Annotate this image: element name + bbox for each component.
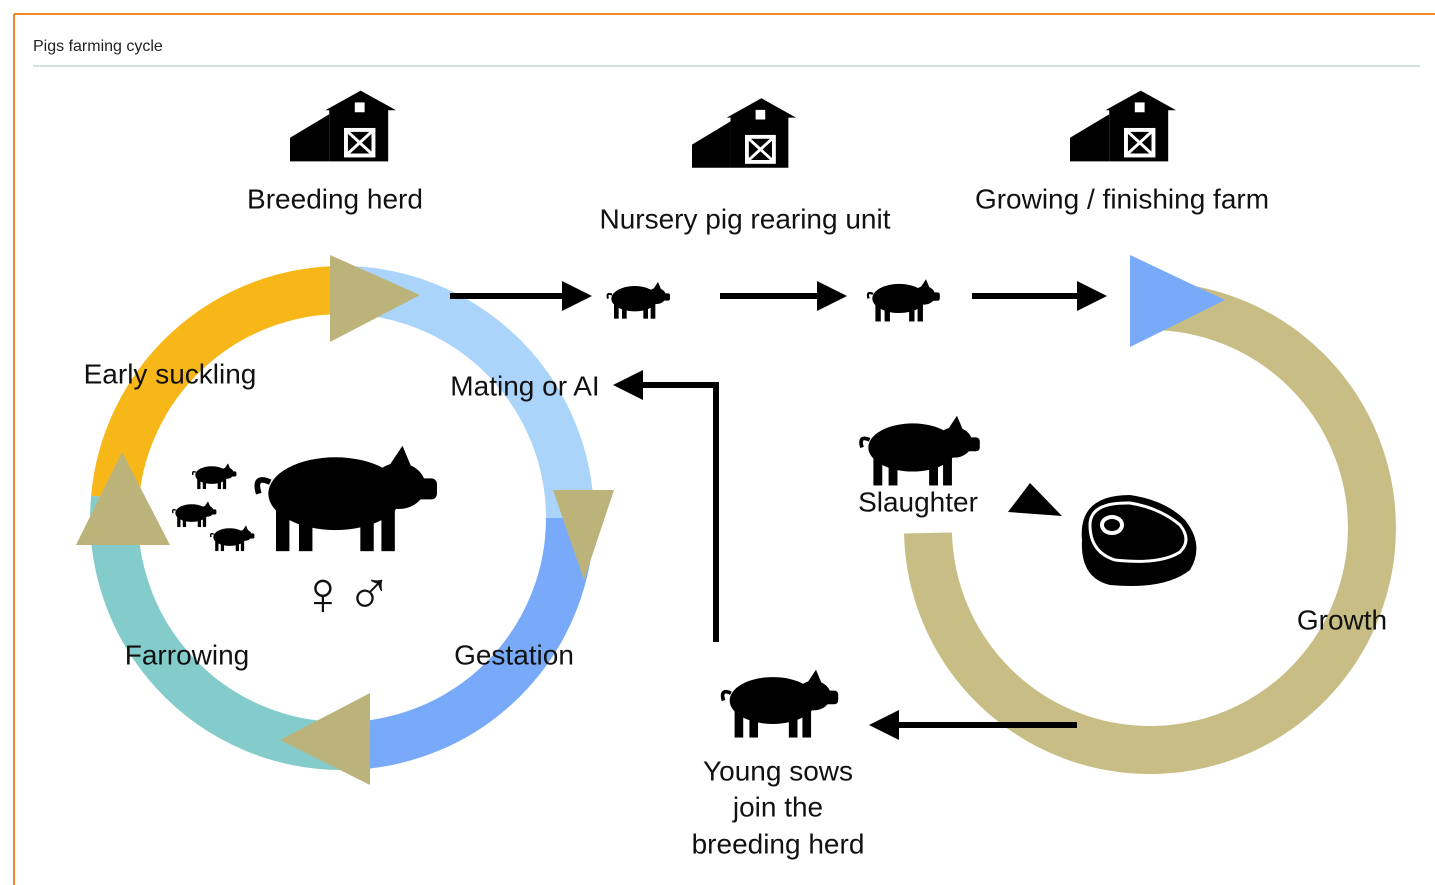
barn-icon [290,91,396,162]
pointer [1008,483,1062,516]
barn-icon [692,98,796,167]
title: Pigs farming cycle [33,38,163,55]
piglet-icon [211,525,255,551]
phase-label: Gestation [454,639,574,670]
note-line: Young sows [703,755,853,786]
pig-icon [608,282,671,319]
phase-label: Farrowing [125,639,249,670]
phase-label: Mating or AI [450,370,599,401]
sex-symbols: ♀♂ [300,559,393,628]
meat-icon [1082,495,1197,586]
piglet-icon [193,463,237,489]
stage-label: Growing / finishing farm [975,183,1269,214]
page: Pigs farming cycle Breeding herd Nursery… [0,0,1435,885]
arrow-head [76,452,170,545]
barn-icon [1070,91,1176,162]
phase-label: Slaughter [858,486,978,517]
piglet-icon [173,501,217,527]
pig-icon [861,416,980,486]
ring-gestation [342,518,570,746]
stage-label: Breeding herd [247,183,423,214]
sow-icon [257,446,437,551]
note-line: join the [732,791,823,822]
stage-label: Nursery pig rearing unit [599,203,890,234]
arrow [637,385,716,642]
pig-icon [723,670,839,738]
arrow-head [280,693,370,785]
arrow-head [330,255,420,342]
phase-label: Growth [1297,604,1387,635]
phase-label: Early suckling [84,358,257,389]
note-line: breeding herd [692,828,865,859]
pig-icon [868,279,940,321]
